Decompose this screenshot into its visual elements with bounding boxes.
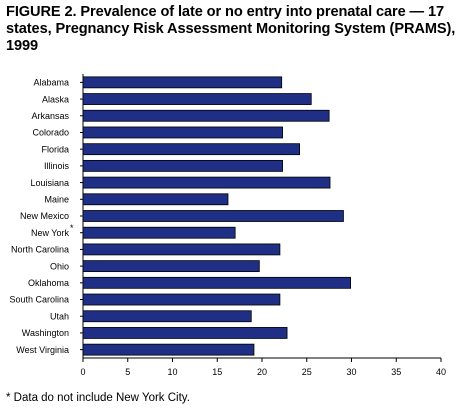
bar-west-virginia	[82, 343, 255, 356]
category-label: South Carolina	[9, 295, 69, 305]
bar-new-york	[82, 226, 236, 239]
bar-louisiana	[82, 176, 331, 189]
category-label: Florida	[41, 144, 69, 154]
x-tick-label: 25	[302, 367, 312, 377]
category-label: Arkansas	[31, 111, 69, 121]
plot-area: Alabama Alaska Arkansas Colorado Florida Illi…	[9, 74, 446, 377]
category-label: Alaska	[42, 94, 69, 104]
x-tick-label: 40	[436, 367, 446, 377]
bar-illinois	[82, 159, 283, 172]
x-tick-label: 10	[167, 367, 177, 377]
bar-colorado	[82, 126, 283, 139]
category-label: Oklahoma	[28, 278, 69, 288]
footnote-marker: *	[70, 223, 74, 233]
bar-alabama	[82, 76, 283, 89]
bar-oklahoma	[82, 276, 352, 289]
category-label: Alabama	[33, 78, 69, 88]
x-tick-label: 5	[125, 367, 130, 377]
category-label: West Virginia	[16, 345, 69, 355]
x-tick-label: 30	[346, 367, 356, 377]
category-label: Utah	[50, 311, 69, 321]
category-label: Ohio	[50, 261, 69, 271]
bar-maine	[82, 193, 229, 206]
bar-ohio	[82, 260, 260, 273]
x-tick-label: 15	[212, 367, 222, 377]
bar-new-mexico	[82, 210, 344, 222]
category-label: New York	[31, 228, 70, 238]
bar-florida	[82, 143, 300, 156]
x-tick-label: 35	[391, 367, 401, 377]
x-tick-label: 0	[80, 367, 85, 377]
bar-utah	[82, 310, 252, 323]
category-label: Washington	[22, 328, 69, 338]
category-label: Colorado	[32, 128, 69, 138]
category-label: North Carolina	[11, 245, 69, 255]
bar-north-carolina	[82, 243, 281, 256]
x-tick-label: 20	[257, 367, 267, 377]
category-label: Maine	[44, 194, 69, 204]
bar-arkansas	[82, 109, 330, 122]
bar-south-carolina	[82, 293, 281, 306]
category-label: New Mexico	[20, 211, 69, 221]
category-label: Louisiana	[30, 178, 69, 188]
category-label: Illinois	[44, 161, 70, 171]
figure-title: FIGURE 2. Prevalence of late or no entry…	[6, 4, 456, 54]
bar-alaska	[82, 93, 312, 105]
footnote: * Data do not include New York City.	[6, 392, 190, 404]
bar-washington	[82, 327, 288, 339]
